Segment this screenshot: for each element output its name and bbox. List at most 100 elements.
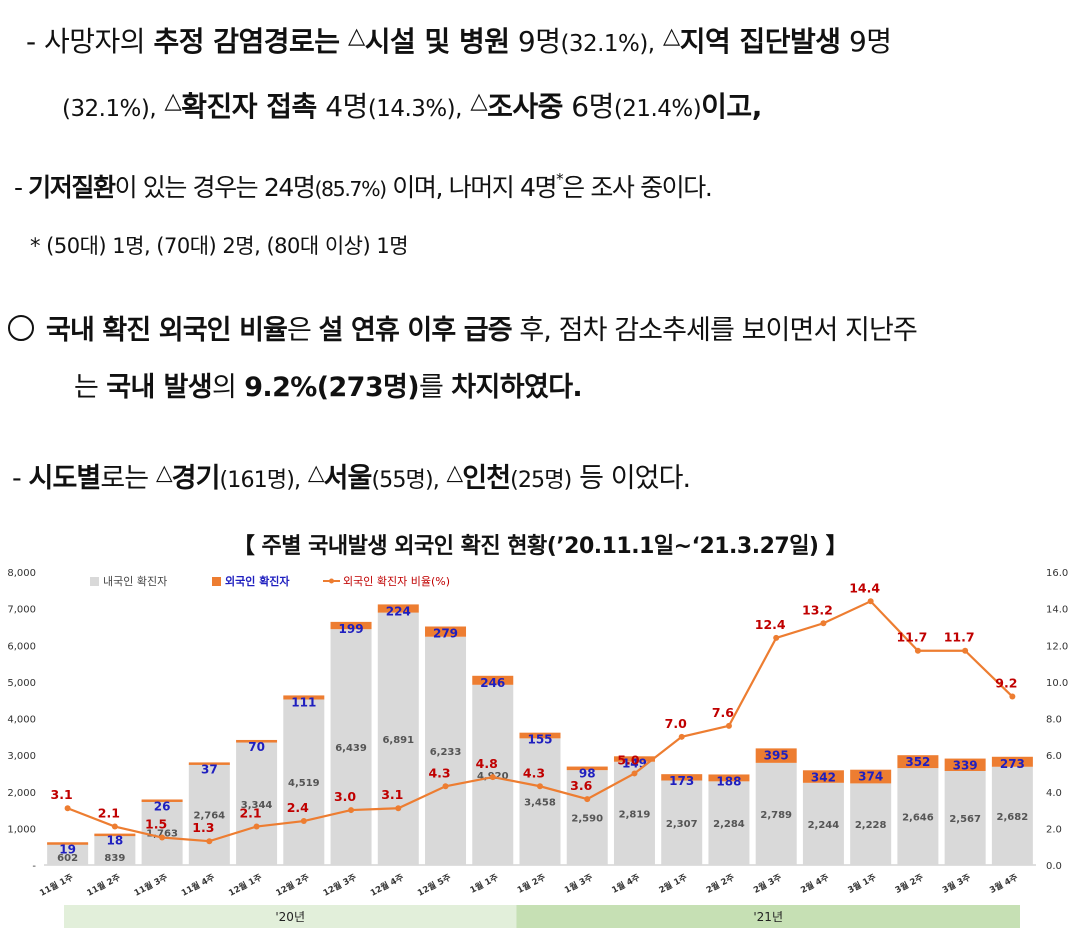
y-left-tick-label: 7,000 (7, 605, 36, 616)
ratio-point (442, 783, 449, 790)
text-segment: 경기 (171, 463, 221, 494)
y-right-tick-label: 0.0 (1046, 861, 1062, 872)
foreign-value-label: 352 (905, 755, 930, 769)
legend-ratio-marker (329, 578, 334, 584)
foreign-value-label: 374 (858, 770, 883, 784)
x-category-label: 2월 1주 (657, 872, 689, 896)
y-left-tick-label: 4,000 (7, 715, 36, 726)
x-category-label: 1월 4주 (610, 872, 642, 896)
y-left-tick-label: 3,000 (7, 751, 36, 762)
domestic-bar (141, 800, 183, 865)
ratio-point (1009, 693, 1016, 700)
x-category-label: 12월 2주 (274, 872, 311, 899)
ratio-point (395, 805, 402, 812)
dash: - (14, 173, 23, 202)
foreign-bar (236, 739, 278, 743)
domestic-bar (661, 780, 703, 865)
text-segment: 후, 점차 감소추세를 보이면서 지난주 (511, 315, 917, 346)
y-left-tick-label: - (32, 861, 36, 872)
text-segment: 9.2%(273명) (244, 372, 419, 403)
domestic-bar (991, 766, 1033, 865)
text-segment: 국내 발생 (106, 372, 212, 403)
text-line-7: - 시도별로는 △경기(161명), △서울(55명), △인천(25명) 등 … (12, 456, 691, 495)
foreign-value-label: 19 (59, 842, 76, 856)
y-right-tick-label: 16.0 (1046, 568, 1068, 579)
x-category-label: 1월 1주 (468, 872, 500, 896)
domestic-value-label: 2,590 (571, 814, 603, 825)
ratio-point (159, 834, 166, 841)
triangle-icon: △ (446, 460, 464, 486)
text-segment: (55명), (371, 467, 439, 493)
ratio-value-label: 4.3 (523, 765, 545, 780)
weekly-foreign-cases-chart: - 1,000 2,000 3,000 4,000 5,000 6,000 7,000 8,00… (7, 568, 1068, 928)
text-segment: 9명 (509, 25, 561, 58)
text-line-5: 국내 확진 외국인 비율은 설 연휴 이후 급증 후, 점차 감소추세를 보이면… (8, 308, 918, 347)
foreign-value-label: 342 (811, 770, 836, 784)
chart-title: 【 주별 국내발생 외국인 확진 현황(’20.11.1일~‘21.3.27일)… (232, 534, 848, 559)
text-segment: 인천 (462, 463, 511, 494)
x-category-label: 3월 4주 (988, 872, 1020, 896)
domestic-value-label: 2,567 (949, 814, 981, 825)
foreign-value-label: 279 (433, 626, 458, 640)
foreign-bar (897, 755, 939, 769)
ratio-point (111, 823, 118, 830)
domestic-bar (519, 738, 561, 865)
text-segment: 사망자의 (44, 25, 146, 58)
x-category-label: 1월 2주 (515, 872, 547, 896)
domestic-value-label: 839 (104, 853, 125, 864)
domestic-bar (613, 761, 655, 865)
ratio-point (300, 818, 307, 825)
ratio-point (537, 783, 543, 790)
domestic-bar (377, 612, 419, 865)
domestic-bar (708, 781, 750, 865)
domestic-value-label: 3,458 (524, 798, 556, 809)
foreign-bar (330, 621, 372, 630)
foreign-bar (425, 626, 467, 637)
x-category-label: 2월 2주 (704, 872, 736, 896)
ratio-value-label: 11.7 (896, 630, 927, 645)
domestic-value-label: 6,233 (430, 747, 462, 758)
y-left-tick-label: 5,000 (7, 678, 36, 689)
ratio-value-label: 13.2 (802, 602, 833, 617)
domestic-bar (283, 699, 325, 865)
ratio-value-label: 7.6 (712, 705, 734, 720)
ratio-point (64, 805, 71, 812)
text-segment: 시도별 (28, 463, 102, 494)
domestic-value-label: 6,891 (382, 735, 414, 746)
domestic-bar (802, 782, 844, 865)
ratio-value-label: 5.0 (617, 752, 639, 767)
foreign-bar (141, 799, 183, 802)
domestic-value-label: 1,763 (146, 829, 178, 840)
ratio-value-label: 1.3 (192, 820, 214, 835)
domestic-bar (897, 768, 939, 865)
text-segment: 차지하였다. (451, 372, 583, 403)
foreign-bar (661, 774, 703, 781)
x-category-label: 12월 3주 (321, 872, 358, 899)
text-line-2: (32.1%), △확진자 접촉 4명(14.3%), △조사중 6명(21.4… (62, 85, 762, 125)
ratio-point (820, 620, 827, 627)
year-band (64, 905, 517, 928)
domestic-value-label: 2,682 (997, 812, 1029, 823)
x-category-label: 3월 2주 (893, 872, 925, 896)
text-segment: 확진자 접촉 (181, 90, 317, 123)
text-segment: 4명 (316, 90, 368, 123)
y-left-tick-label: 6,000 (7, 641, 36, 652)
foreign-value-label: 37 (201, 762, 218, 776)
foreign-bar (991, 756, 1033, 767)
legend-foreign-label: 외국인 확진자 (225, 574, 290, 588)
triangle-icon: △ (155, 460, 173, 486)
year-band-label: '20년 (275, 910, 305, 924)
foreign-value-label: 173 (669, 774, 694, 788)
text-segment: 6명 (562, 90, 614, 123)
foreign-bar (94, 833, 136, 837)
x-category-label: 11월 1주 (38, 872, 75, 899)
triangle-icon: △ (663, 23, 680, 50)
ratio-point (725, 722, 732, 729)
ratio-value-label: 14.4 (849, 580, 880, 595)
text-segment: (32.1%), (560, 31, 655, 57)
legend-ratio-label: 외국인 확진자 비율(%) (343, 575, 450, 588)
triangle-icon: △ (470, 88, 488, 115)
text-segment: (161명), (219, 467, 301, 493)
x-category-label: 12월 5주 (416, 872, 453, 899)
text-segment: (85.7%) (314, 177, 387, 201)
